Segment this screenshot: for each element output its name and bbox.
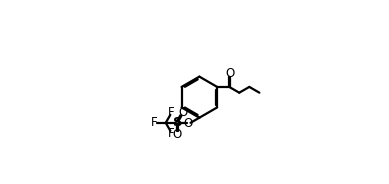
Text: S: S [173,116,182,129]
Text: O: O [183,117,193,130]
Text: O: O [225,67,235,80]
Text: O: O [172,128,181,141]
Text: F: F [168,127,174,140]
Text: F: F [168,106,174,119]
Text: F: F [151,116,157,129]
Text: O: O [178,106,187,119]
